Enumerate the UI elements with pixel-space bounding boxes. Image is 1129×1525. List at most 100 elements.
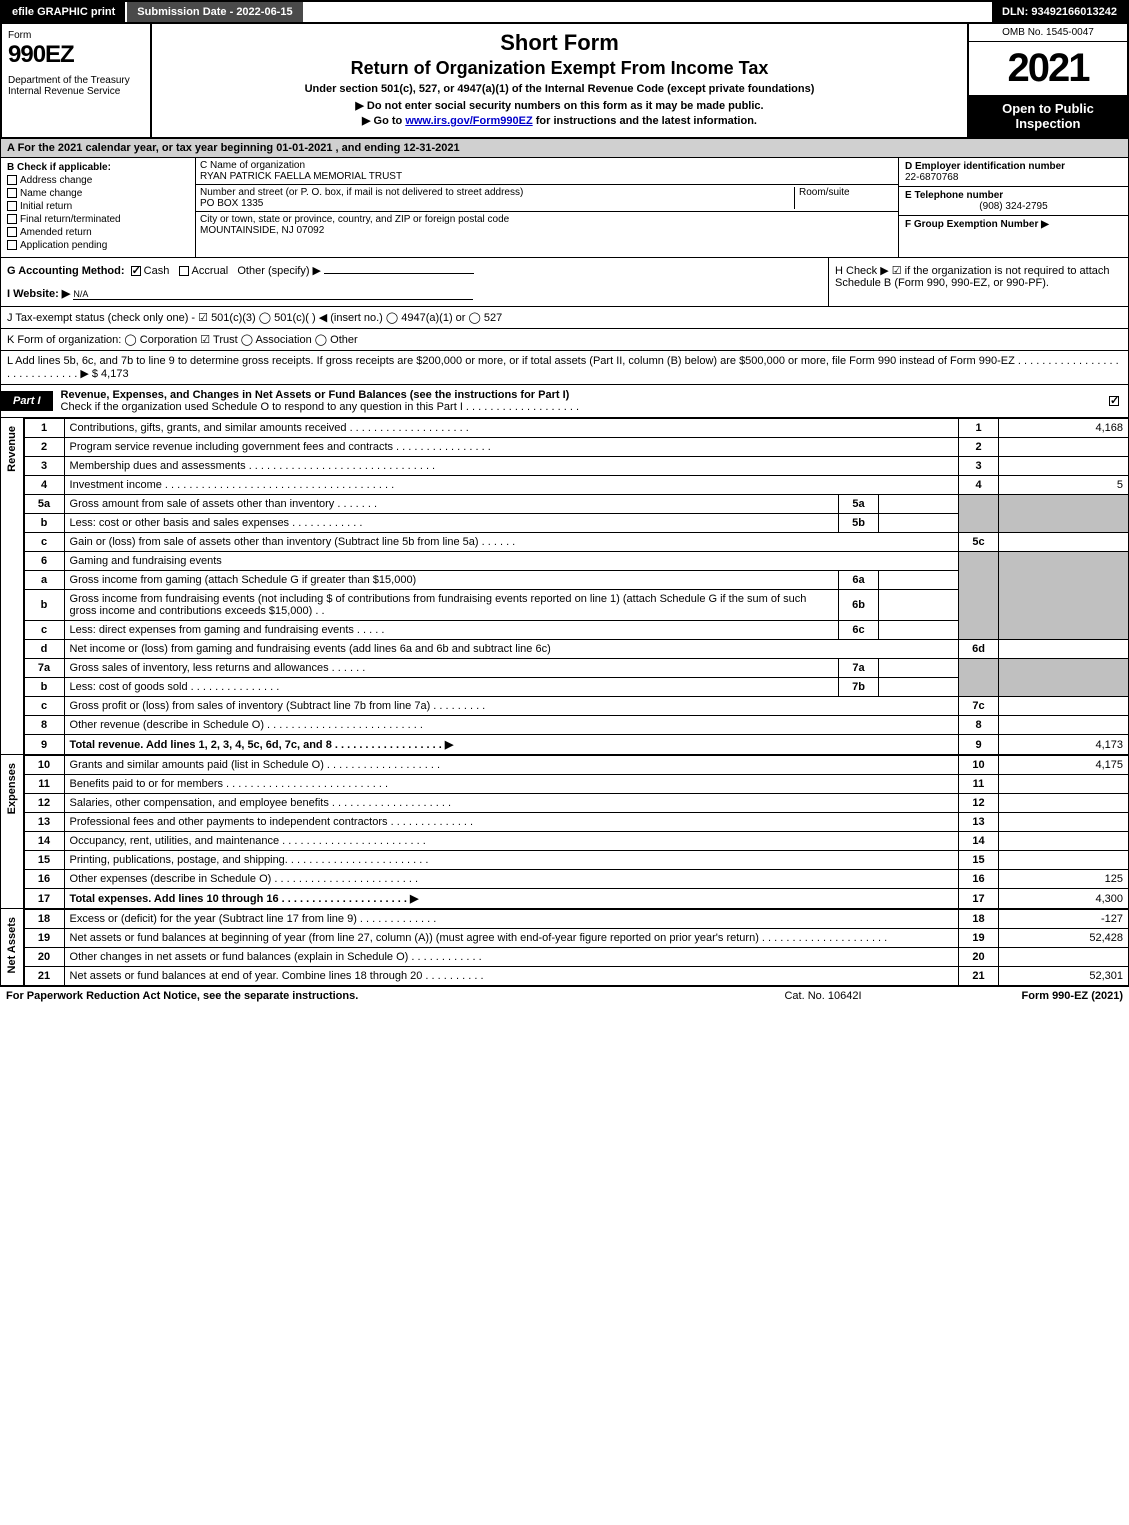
street-block: Number and street (or P. O. box, if mail… xyxy=(196,185,898,212)
line-21-ref: 21 xyxy=(959,967,999,986)
line-5c-amount xyxy=(999,533,1129,552)
cb-label-3: Final return/terminated xyxy=(20,214,121,225)
line-3-ref: 3 xyxy=(959,457,999,476)
net-assets-section: Net Assets 18Excess or (deficit) for the… xyxy=(0,909,1129,986)
expenses-section: Expenses 10Grants and similar amounts pa… xyxy=(0,755,1129,909)
line-6c-subval xyxy=(879,621,959,640)
footer-center: Cat. No. 10642I xyxy=(723,990,923,1002)
checkbox-final-return[interactable] xyxy=(7,214,17,224)
line-7a-sub: 7a xyxy=(839,659,879,678)
line-13-num: 13 xyxy=(24,813,64,832)
checkbox-address-change[interactable] xyxy=(7,175,17,185)
line-5a-num: 5a xyxy=(24,495,64,514)
line-21-amount: 52,301 xyxy=(999,967,1129,986)
line-6a-subval xyxy=(879,571,959,590)
city: MOUNTAINSIDE, NJ 07092 xyxy=(200,225,324,236)
header-left: Form 990EZ Department of the Treasury In… xyxy=(2,24,152,137)
instruction-1: ▶ Do not enter social security numbers o… xyxy=(160,99,959,112)
checkbox-amended-return[interactable] xyxy=(7,227,17,237)
telephone: (908) 324-2795 xyxy=(905,201,1122,212)
line-20-amount xyxy=(999,948,1129,967)
line-6b-subval xyxy=(879,590,959,621)
line-10-amount: 4,175 xyxy=(999,756,1129,775)
form-label: Form xyxy=(8,30,144,41)
instr2-post: for instructions and the latest informat… xyxy=(533,115,757,127)
line-18-desc: Excess or (deficit) for the year (Subtra… xyxy=(64,910,958,929)
irs-link[interactable]: www.irs.gov/Form990EZ xyxy=(405,115,532,127)
line-15-num: 15 xyxy=(24,851,64,870)
line-15-amount xyxy=(999,851,1129,870)
line-10-num: 10 xyxy=(24,756,64,775)
section-c: C Name of organization RYAN PATRICK FAEL… xyxy=(196,158,898,257)
dln-label: DLN: 93492166013242 xyxy=(992,2,1127,22)
line-14-amount xyxy=(999,832,1129,851)
name-label: C Name of organization xyxy=(200,160,305,171)
line-16-ref: 16 xyxy=(959,870,999,889)
h-block: H Check ▶ ☑ if the organization is not r… xyxy=(828,258,1128,306)
line-2-num: 2 xyxy=(24,438,64,457)
line-7a-num: 7a xyxy=(24,659,64,678)
line-6d-desc: Net income or (loss) from gaming and fun… xyxy=(64,640,958,659)
line-18-num: 18 xyxy=(24,910,64,929)
line-14-ref: 14 xyxy=(959,832,999,851)
line-5b-desc: Less: cost or other basis and sales expe… xyxy=(64,514,838,533)
line-5a-desc: Gross amount from sale of assets other t… xyxy=(64,495,838,514)
line-4-ref: 4 xyxy=(959,476,999,495)
section-a: A For the 2021 calendar year, or tax yea… xyxy=(0,139,1129,158)
line-12-num: 12 xyxy=(24,794,64,813)
line-5ab-shade2 xyxy=(999,495,1129,533)
line-13-ref: 13 xyxy=(959,813,999,832)
line-18-amount: -127 xyxy=(999,910,1129,929)
line-9-num: 9 xyxy=(24,735,64,755)
line-16-amount: 125 xyxy=(999,870,1129,889)
line-6d-ref: 6d xyxy=(959,640,999,659)
open-public-label: Open to Public Inspection xyxy=(969,95,1127,137)
line-7b-subval xyxy=(879,678,959,697)
expenses-table: 10Grants and similar amounts paid (list … xyxy=(24,755,1129,909)
cash-label: Cash xyxy=(144,265,170,277)
checkbox-application-pending[interactable] xyxy=(7,240,17,250)
tel-label: E Telephone number xyxy=(905,190,1003,201)
efile-print-button[interactable]: efile GRAPHIC print xyxy=(2,2,127,22)
net-assets-vertical-label: Net Assets xyxy=(0,909,24,986)
line-6a-desc: Gross income from gaming (attach Schedul… xyxy=(64,571,838,590)
footer-right-post: (2021) xyxy=(1088,990,1123,1002)
line-7c-num: c xyxy=(24,697,64,716)
cb-label-2: Initial return xyxy=(20,201,72,212)
footer-right-pre: Form xyxy=(1022,990,1053,1002)
checkbox-name-change[interactable] xyxy=(7,188,17,198)
accounting-method-row: G Accounting Method: Cash Accrual Other … xyxy=(7,264,822,277)
line-5b-subval xyxy=(879,514,959,533)
checkbox-schedule-o[interactable] xyxy=(1109,396,1119,406)
line-12-amount xyxy=(999,794,1129,813)
checkbox-accrual[interactable] xyxy=(179,266,189,276)
line-5ab-shade xyxy=(959,495,999,533)
line-21-num: 21 xyxy=(24,967,64,986)
section-def: D Employer identification number 22-6870… xyxy=(898,158,1128,257)
footer-left: For Paperwork Reduction Act Notice, see … xyxy=(6,990,723,1002)
expenses-vertical-label: Expenses xyxy=(0,755,24,909)
line-7ab-shade2 xyxy=(999,659,1129,697)
line-5c-ref: 5c xyxy=(959,533,999,552)
website-row: I Website: ▶ N/A xyxy=(7,287,822,300)
part-1-tag: Part I xyxy=(1,391,53,411)
line-6-shade2 xyxy=(999,552,1129,640)
line-16-num: 16 xyxy=(24,870,64,889)
header-center: Short Form Return of Organization Exempt… xyxy=(152,24,967,137)
line-4-desc: Investment income . . . . . . . . . . . … xyxy=(64,476,958,495)
department-label: Department of the Treasury Internal Reve… xyxy=(8,75,144,97)
line-7c-ref: 7c xyxy=(959,697,999,716)
org-name-block: C Name of organization RYAN PATRICK FAEL… xyxy=(196,158,898,185)
line-20-num: 20 xyxy=(24,948,64,967)
part-1-title: Revenue, Expenses, and Changes in Net As… xyxy=(53,385,1103,417)
checkbox-initial-return[interactable] xyxy=(7,201,17,211)
room-suite-label: Room/suite xyxy=(794,187,894,209)
footer-right: Form 990-EZ (2021) xyxy=(923,990,1123,1002)
line-11-desc: Benefits paid to or for members . . . . … xyxy=(64,775,958,794)
line-10-ref: 10 xyxy=(959,756,999,775)
main-title: Return of Organization Exempt From Incom… xyxy=(160,58,959,79)
checkbox-cash[interactable] xyxy=(131,266,141,276)
cb-label-5: Application pending xyxy=(20,240,107,251)
other-specify-input[interactable] xyxy=(324,273,474,274)
line-13-desc: Professional fees and other payments to … xyxy=(64,813,958,832)
